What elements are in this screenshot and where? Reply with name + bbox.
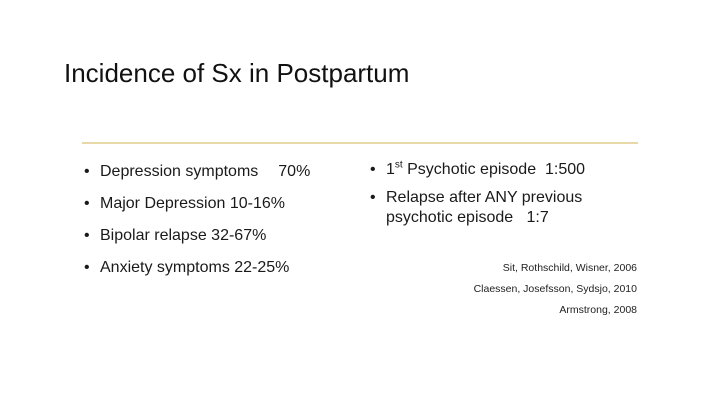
bullet-dot: • (84, 227, 90, 244)
bullet-text: Anxiety symptoms 22-25% (100, 259, 290, 276)
bullet-major-depression: • Major Depression 10-16% (84, 194, 354, 214)
bullet-depression-symptoms: • Depression symptoms 70% (84, 162, 354, 182)
bullet-label: Depression symptoms (100, 163, 259, 180)
bullet-rest: Psychotic episode 1:500 (402, 161, 586, 178)
bullet-first-psychotic-episode: • 1st Psychotic episode 1:500 (370, 160, 650, 180)
left-bullet-list: • Depression symptoms 70% • Major Depress… (84, 162, 354, 290)
reference-item: Armstrong, 2008 (559, 304, 637, 316)
bullet-superscript: st (394, 159, 403, 171)
bullet-dot: • (370, 189, 376, 206)
bullet-dot: • (84, 163, 90, 180)
references: Sit, Rothschild, Wisner, 2006 Claessen, … (474, 262, 637, 325)
bullet-anxiety-symptoms: • Anxiety symptoms 22-25% (84, 258, 354, 278)
bullet-dot: • (370, 161, 376, 178)
bullet-value: 70% (278, 163, 311, 180)
bullet-text: Bipolar relapse 32-67% (100, 227, 267, 244)
bullet-bipolar-relapse: • Bipolar relapse 32-67% (84, 226, 354, 246)
bullet-dot: • (84, 259, 90, 276)
bullet-relapse-after-previous: • Relapse after ANY previous psychotic e… (370, 188, 650, 228)
bullet-line1: Relapse after ANY previous (386, 189, 583, 206)
bullet-dot: • (84, 195, 90, 212)
bullet-prefix: 1 (386, 161, 395, 178)
reference-item: Sit, Rothschild, Wisner, 2006 (502, 262, 637, 274)
bullet-text: Major Depression 10-16% (100, 195, 285, 212)
title-divider (82, 142, 638, 144)
reference-item: Claessen, Josefsson, Sydsjo, 2010 (473, 283, 637, 295)
slide-title: Incidence of Sx in Postpartum (64, 58, 410, 88)
right-bullet-list: • 1st Psychotic episode 1:500 • Relapse … (370, 160, 650, 236)
bullet-line2: psychotic episode 1:7 (386, 209, 549, 226)
